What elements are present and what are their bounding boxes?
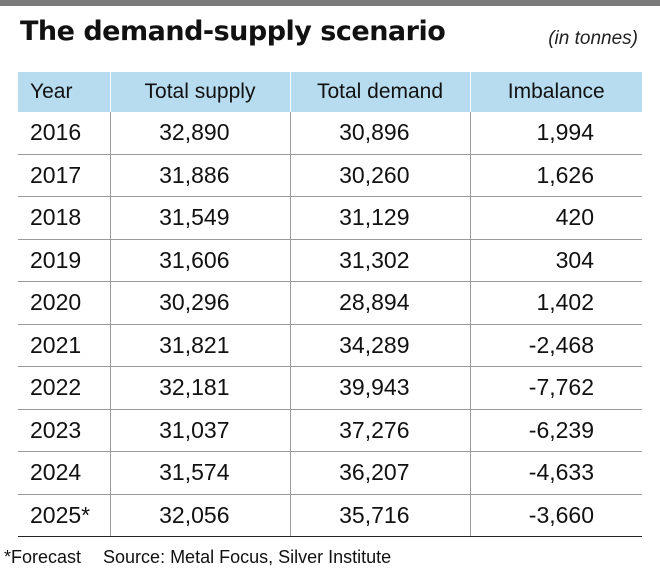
data-table: Year Total supply Total demand Imbalance… — [18, 72, 642, 537]
table-row: 2024 31,574 36,207 -4,633 — [18, 451, 642, 495]
table-row: 2018 31,549 31,129 420 — [18, 196, 642, 240]
table-row: 2022 32,181 39,943 -7,762 — [18, 366, 642, 410]
cell-year: 2023 — [18, 409, 110, 452]
cell-total-demand: 37,276 — [289, 409, 470, 452]
header-imbalance: Imbalance — [469, 72, 642, 112]
cell-total-demand: 39,943 — [289, 366, 470, 410]
cell-year: 2021 — [18, 324, 110, 367]
table-row: 2017 31,886 30,260 1,626 — [18, 154, 642, 197]
cell-imbalance: 1,994 — [469, 112, 642, 155]
cell-total-supply: 31,606 — [109, 239, 290, 282]
cell-total-supply: 32,181 — [109, 366, 290, 410]
table-row: 2025* 32,056 35,716 -3,660 — [18, 494, 642, 537]
top-rule — [0, 0, 660, 6]
cell-total-demand: 30,896 — [289, 112, 470, 155]
cell-imbalance: -3,660 — [469, 494, 642, 537]
cell-total-demand: 35,716 — [289, 494, 470, 537]
cell-total-supply: 31,037 — [109, 409, 290, 452]
cell-imbalance: 1,402 — [469, 281, 642, 325]
cell-year: 2025* — [18, 494, 110, 537]
cell-imbalance: -6,239 — [469, 409, 642, 452]
table-row: 2023 31,037 37,276 -6,239 — [18, 409, 642, 452]
cell-total-supply: 30,296 — [109, 281, 290, 325]
cell-year: 2017 — [18, 154, 110, 197]
header-year: Year — [18, 72, 110, 112]
chart-title: The demand-supply scenario — [20, 16, 446, 47]
header-total-supply: Total supply — [109, 72, 290, 112]
cell-year: 2020 — [18, 281, 110, 325]
cell-imbalance: 304 — [469, 239, 642, 282]
cell-total-demand: 34,289 — [289, 324, 470, 367]
footnote: *Forecast — [4, 547, 82, 567]
source-note: Source: Metal Focus, Silver Institute — [103, 547, 392, 567]
cell-year: 2024 — [18, 451, 110, 495]
cell-total-supply: 32,890 — [109, 112, 290, 155]
table-row: 2016 32,890 30,896 1,994 — [18, 112, 642, 155]
unit-label: (in tonnes) — [548, 28, 638, 49]
cell-imbalance: 420 — [469, 196, 642, 240]
cell-imbalance: -7,762 — [469, 366, 642, 410]
cell-imbalance: -2,468 — [469, 324, 642, 367]
cell-imbalance: -4,633 — [469, 451, 642, 495]
cell-total-demand: 36,207 — [289, 451, 470, 495]
cell-year: 2022 — [18, 366, 110, 410]
table-row: 2020 30,296 28,894 1,402 — [18, 281, 642, 325]
cell-year: 2019 — [18, 239, 110, 282]
footer: *Forecast Source: Metal Focus, Silver Ins… — [4, 547, 391, 568]
header-total-demand: Total demand — [289, 72, 470, 112]
cell-year: 2016 — [18, 112, 110, 155]
cell-year: 2018 — [18, 196, 110, 240]
cell-total-demand: 31,302 — [289, 239, 470, 282]
cell-imbalance: 1,626 — [469, 154, 642, 197]
cell-total-supply: 31,574 — [109, 451, 290, 495]
cell-total-demand: 31,129 — [289, 196, 470, 240]
cell-total-supply: 32,056 — [109, 494, 290, 537]
header-row: Year Total supply Total demand Imbalance — [18, 72, 642, 112]
table-row: 2019 31,606 31,302 304 — [18, 239, 642, 282]
cell-total-demand: 30,260 — [289, 154, 470, 197]
cell-total-supply: 31,821 — [109, 324, 290, 367]
cell-total-demand: 28,894 — [289, 281, 470, 325]
cell-total-supply: 31,549 — [109, 196, 290, 240]
table-row: 2021 31,821 34,289 -2,468 — [18, 324, 642, 367]
cell-total-supply: 31,886 — [109, 154, 290, 197]
